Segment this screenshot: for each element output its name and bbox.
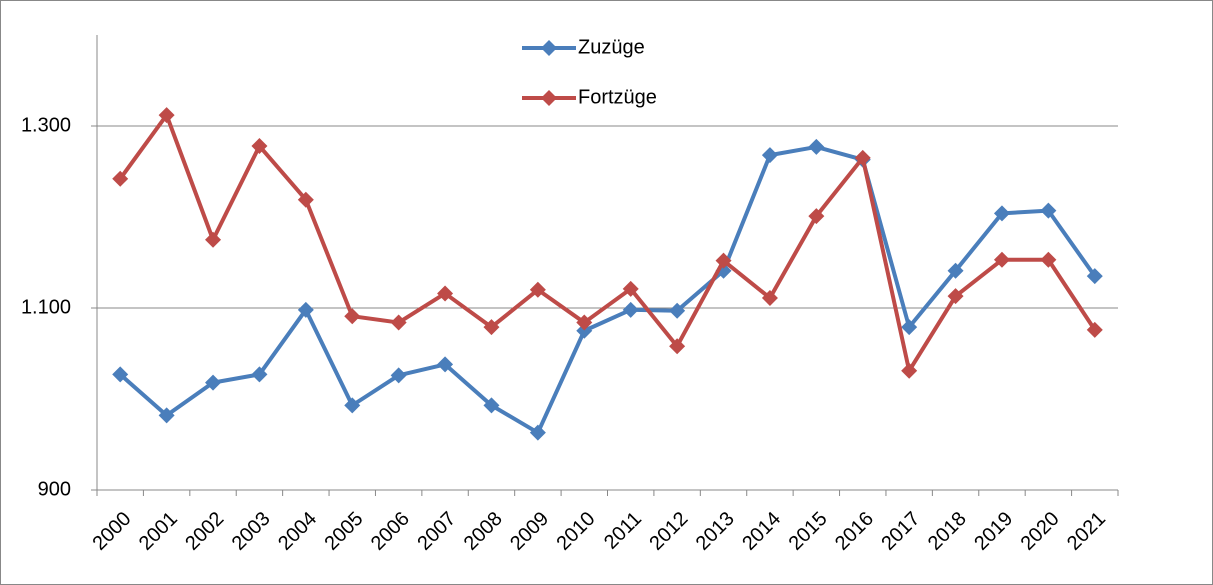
point-marker [529,424,546,441]
point-marker [808,208,825,225]
point-marker [1040,251,1057,268]
y-tick-label: 900 [38,478,71,500]
point-marker [622,280,639,297]
point-marker [1086,268,1103,285]
point-marker [947,288,964,305]
point-marker [251,366,268,383]
series-line [118,113,1097,373]
point-marker [576,322,593,339]
y-tick-label: 1.300 [21,114,71,136]
point-marker [297,191,314,208]
point-marker [158,107,175,124]
point-marker [669,302,686,319]
point-marker [437,356,454,373]
point-marker [437,285,454,302]
point-marker [344,397,361,414]
point-marker [483,319,500,336]
point-marker [854,149,871,166]
point-marker [947,262,964,279]
point-marker [1086,321,1103,338]
point-marker [1040,202,1057,219]
legend-marker [541,40,557,56]
point-marker [761,289,778,306]
point-marker [761,147,778,164]
point-marker [993,251,1010,268]
point-marker [715,252,732,269]
point-marker [390,367,407,384]
point-marker [251,138,268,155]
point-marker [901,362,918,379]
point-marker [158,407,175,424]
point-marker [390,314,407,331]
point-marker [808,138,825,155]
point-marker [205,231,222,248]
series-line [118,144,1097,435]
point-marker [993,205,1010,222]
legend-label: Zuzüge [578,36,645,58]
point-marker [205,374,222,391]
point-marker [483,397,500,414]
point-marker [112,366,129,383]
point-marker [297,301,314,318]
point-marker [669,338,686,355]
point-marker [901,319,918,336]
legend-marker [541,90,557,106]
point-marker [576,314,593,331]
point-marker [529,281,546,298]
point-marker [112,170,129,187]
point-marker [344,308,361,325]
legend-label: Fortzüge [578,86,657,108]
y-tick-label: 1.100 [21,296,71,318]
point-marker [622,301,639,318]
